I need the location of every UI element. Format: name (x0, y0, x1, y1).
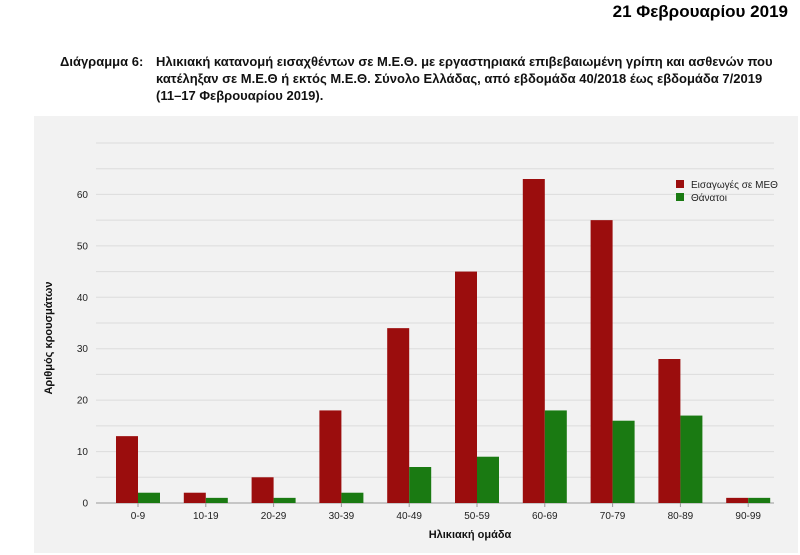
bar-deaths (138, 492, 160, 503)
bar-deaths (544, 410, 567, 503)
bar-deaths (477, 456, 499, 503)
bar-icu-admissions (183, 492, 206, 503)
bar-deaths (341, 492, 364, 503)
bar-icu-admissions (319, 410, 342, 503)
figure-number: Διάγραμμα 6: (60, 54, 144, 69)
bar-deaths (205, 497, 228, 503)
y-tick-label: 50 (77, 241, 89, 252)
y-tick-label: 30 (77, 344, 89, 355)
bar-icu-admissions (522, 179, 545, 503)
bar-deaths (748, 497, 771, 503)
x-axis-ticks: 0-9 10-19 20-29 30-39 40-49 50-59 60-69 70-79 80… (131, 503, 761, 522)
x-tick-label: 30-39 (329, 511, 355, 522)
bar-icu-admissions (387, 328, 410, 503)
x-tick-label: 60-69 (532, 511, 558, 522)
y-tick-label: 40 (77, 293, 89, 304)
bar-icu-admissions (590, 220, 613, 503)
bar-icu-admissions (251, 477, 274, 503)
legend-swatch-deaths (676, 193, 684, 201)
bar-icu-admissions (455, 271, 477, 503)
bar-icu-admissions (726, 497, 749, 503)
legend-label: Εισαγωγές σε ΜΕΘ (691, 179, 778, 191)
x-tick-label: 10-19 (193, 511, 219, 522)
bar-deaths (273, 497, 296, 503)
report-date: 21 Φεβρουαρίου 2019 (612, 2, 788, 21)
y-tick-label: 10 (77, 447, 89, 458)
y-tick-label: 60 (77, 190, 89, 201)
x-axis-title: Ηλικιακή ομάδα (429, 529, 512, 541)
x-tick-label: 70-79 (600, 511, 626, 522)
x-tick-label: 50-59 (464, 511, 490, 522)
bar-deaths (612, 420, 635, 503)
x-tick-label: 0-9 (131, 511, 146, 522)
gridlines (96, 142, 774, 504)
legend-swatch-icu (676, 180, 684, 188)
bar-deaths (409, 467, 432, 503)
y-tick-label: 20 (77, 396, 89, 407)
figure-title: Ηλικιακή κατανομή εισαχθέντων σε Μ.Ε.Θ. … (156, 54, 773, 103)
x-tick-label: 40-49 (396, 511, 422, 522)
y-axis-title: Αριθμός κρουσμάτων (43, 281, 55, 394)
y-axis-ticks: 0 10 20 30 40 50 60 (77, 190, 89, 510)
bars (116, 179, 771, 503)
figure-caption: Διάγραμμα 6: Ηλικιακή κατανομή εισαχθέντ… (60, 53, 780, 104)
x-tick-label: 90-99 (735, 511, 761, 522)
bar-icu-admissions (116, 436, 138, 503)
x-tick-label: 80-89 (668, 511, 694, 522)
y-tick-label: 0 (82, 499, 88, 510)
bar-deaths (680, 415, 703, 503)
legend-label: Θάνατοι (691, 192, 727, 204)
bar-icu-admissions (658, 359, 681, 503)
x-tick-label: 20-29 (261, 511, 287, 522)
